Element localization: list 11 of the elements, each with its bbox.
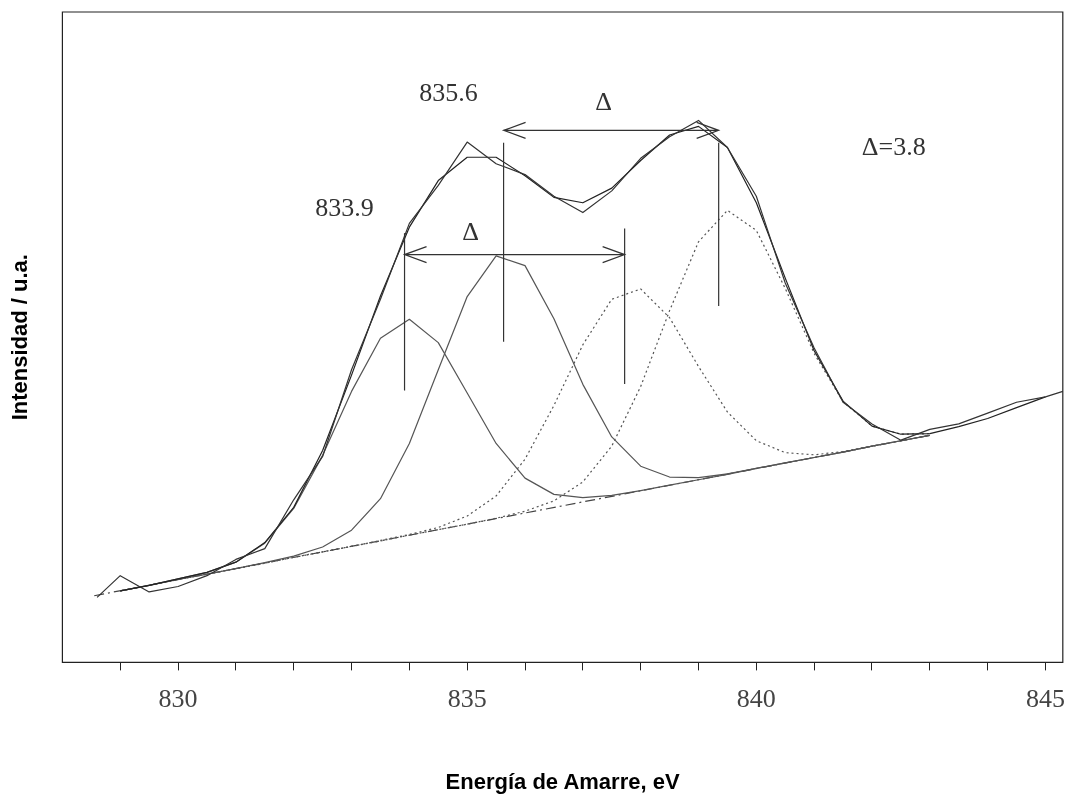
y-axis-title: Intensidad / u.a. — [7, 254, 33, 421]
annotation: Δ=3.8 — [861, 131, 926, 161]
x-axis-title: Energía de Amarre, eV — [445, 768, 680, 794]
text: 835.6 — [419, 78, 478, 108]
annotation: Δ — [462, 216, 479, 246]
x-tick-label: 835 — [447, 683, 487, 713]
x-tick-label: 840 — [736, 683, 776, 713]
x-tick-label: 830 — [158, 683, 198, 713]
text: Δ — [595, 86, 612, 116]
annotation: 833.9 — [315, 192, 374, 222]
x-tick-label: 845 — [1025, 683, 1065, 713]
